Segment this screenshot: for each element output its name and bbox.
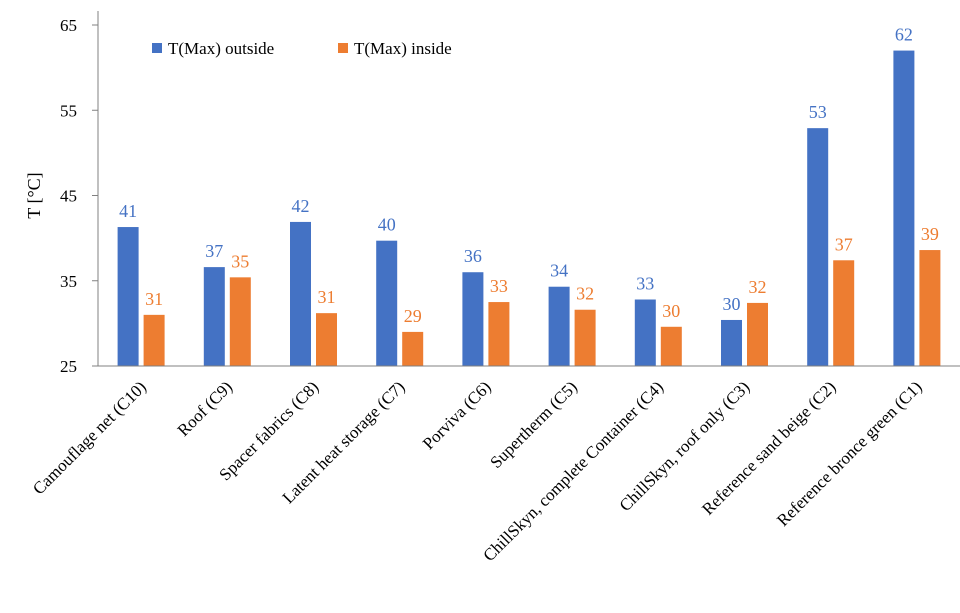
bar-outside [203,267,225,366]
y-tick-label: 35 [60,272,77,291]
bar-inside [747,302,768,366]
bar-outside [290,221,311,366]
data-label-outside: 34 [550,261,568,281]
bar-outside [462,272,484,366]
legend: T(Max) outside T(Max) inside [152,39,452,58]
x-tick-label: Camouflage net (C10) [29,377,150,498]
bar-inside [488,302,510,366]
legend-swatch-inside [338,43,348,53]
x-tick-label: ChillSkyn, complete Container (C4) [479,377,667,565]
bar-inside [574,309,596,366]
data-label-outside: 41 [119,201,137,221]
data-label-inside: 33 [490,276,508,296]
bar-inside [316,313,337,366]
bar-outside [548,286,570,366]
data-label-outside: 37 [205,241,223,261]
bars [117,50,941,366]
bar-outside [117,227,139,366]
bar-outside [721,319,742,366]
bar-outside [807,128,829,366]
x-tick-label: Supertherm (C5) [486,377,581,472]
y-tick-label: 45 [60,187,77,206]
x-tick-label: Roof (C9) [174,377,237,440]
bar-outside [893,50,915,366]
y-tick-label: 25 [60,357,77,376]
bar-inside [660,326,682,366]
data-label-inside: 29 [404,306,422,326]
bar-outside [376,240,398,366]
x-axis-ticks: Camouflage net (C10) Roof (C9)Spacer fabr… [29,377,926,565]
data-label-inside: 31 [318,287,336,307]
bar-outside [634,299,656,366]
data-label-inside: 32 [749,277,767,297]
data-label-outside: 30 [723,294,741,314]
data-label-inside: 35 [231,251,249,271]
data-labels: 41 31 37 35 42 31 40 29 36 33 34 32 33 30 30 32 53 37 62 39 [119,25,939,326]
legend-label-inside: T(Max) inside [354,39,452,58]
data-label-outside: 33 [636,274,654,294]
data-label-outside: 40 [378,215,396,235]
data-label-inside: 30 [662,301,680,321]
data-label-inside: 32 [576,284,594,304]
y-tick-label: 65 [60,16,77,35]
data-label-inside: 31 [145,289,163,309]
data-label-outside: 53 [809,102,827,122]
bar-inside [833,260,855,366]
bar-inside [229,277,251,366]
bar-inside [143,314,165,366]
y-tick-label: 55 [60,101,77,120]
data-label-outside: 36 [464,246,482,266]
bar-inside [919,250,941,366]
y-axis-title: T [°C] [24,172,44,218]
bar-inside [402,331,424,366]
y-axis-ticks: 25 35 45 55 65 [60,16,98,376]
data-label-outside: 42 [292,196,310,216]
legend-swatch-outside [152,43,162,53]
data-label-inside: 37 [835,234,853,254]
x-tick-label: Porviva (C6) [419,377,495,453]
data-label-outside: 62 [895,25,913,45]
legend-label-outside: T(Max) outside [168,39,274,58]
x-tick-label: Reference bronce green (C1) [773,377,926,530]
data-label-inside: 39 [921,224,939,244]
